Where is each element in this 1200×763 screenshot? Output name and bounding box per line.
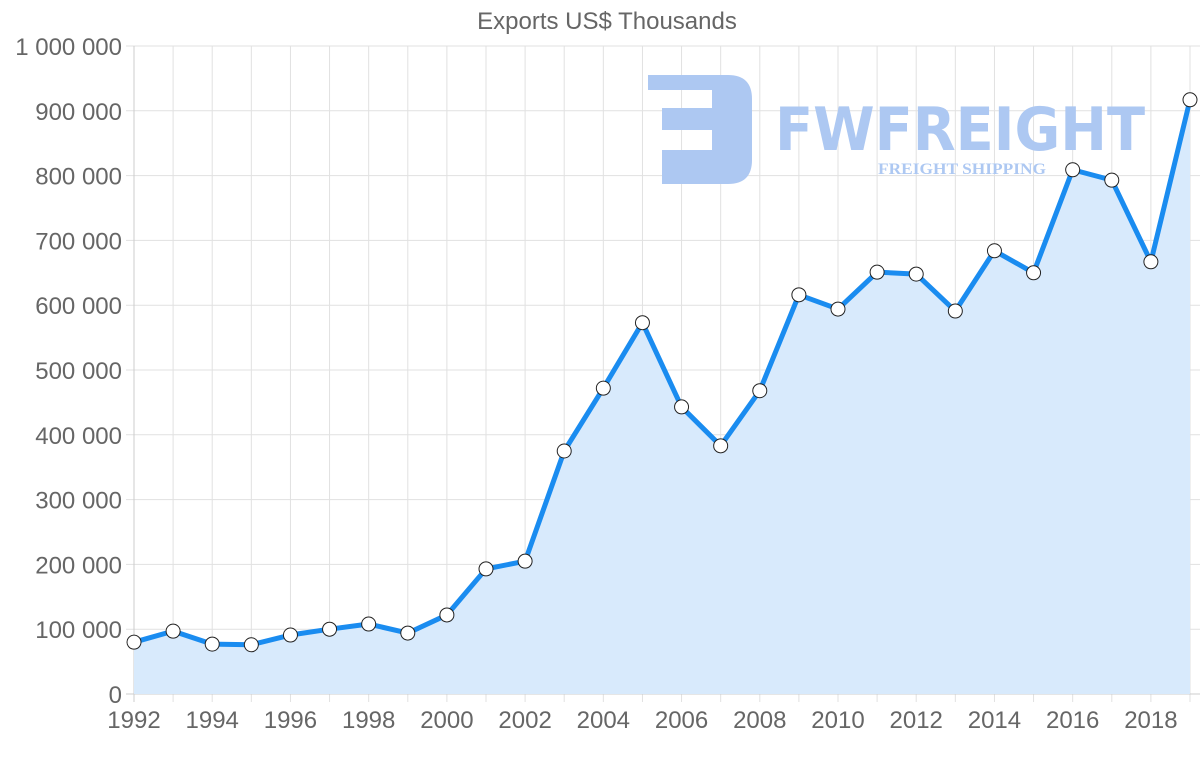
data-point-marker — [517, 553, 533, 569]
x-tick-label: 2002 — [498, 707, 551, 734]
y-tick-label: 1 000 000 — [15, 34, 122, 61]
data-point-marker — [400, 625, 416, 641]
y-tick-label: 400 000 — [35, 423, 122, 450]
series-line — [133, 99, 1193, 648]
x-tick-label: 1996 — [264, 707, 317, 734]
data-point-marker — [791, 287, 807, 303]
data-point-marker — [634, 315, 650, 331]
x-tick-label: 2016 — [1046, 707, 1099, 734]
x-tick-label: 2008 — [733, 707, 786, 734]
x-tick-label: 2000 — [420, 707, 473, 734]
x-tick-label: 2012 — [890, 707, 943, 734]
watermark-logo: FWFREIGHT FREIGHT SHIPPING — [648, 75, 1145, 184]
data-point-marker — [869, 264, 885, 280]
x-axis: 1992 1994 1996 1998 2000 2002 2004 2006 2008 2010… — [107, 707, 1177, 734]
x-tick-label: 2018 — [1124, 707, 1177, 734]
data-point-marker — [1104, 172, 1120, 188]
data-point-marker — [478, 561, 494, 577]
data-points — [126, 92, 1198, 653]
y-tick-label: 900 000 — [35, 99, 122, 126]
data-point-marker — [1182, 92, 1198, 108]
data-point-marker — [830, 301, 846, 317]
data-point-marker — [556, 443, 572, 459]
data-point-marker — [126, 634, 142, 650]
y-axis: 0 100 000 200 000 300 000 400 000 500 000 600 … — [15, 34, 122, 709]
data-point-marker — [1026, 265, 1042, 281]
data-point-marker — [595, 380, 611, 396]
data-point-marker — [361, 616, 377, 632]
data-point-marker — [243, 637, 259, 653]
y-tick-label: 100 000 — [35, 617, 122, 644]
y-tick-label: 500 000 — [35, 358, 122, 385]
y-tick-label: 800 000 — [35, 164, 122, 191]
x-tick-label: 1994 — [186, 707, 239, 734]
x-tick-label: 2010 — [811, 707, 864, 734]
data-point-marker — [204, 636, 220, 652]
data-point-marker — [165, 623, 181, 639]
x-tick-label: 2004 — [577, 707, 630, 734]
data-point-marker — [322, 621, 338, 637]
data-point-marker — [986, 243, 1002, 259]
x-tick-label: 1992 — [107, 707, 160, 734]
x-tick-label: 2006 — [655, 707, 708, 734]
data-point-marker — [752, 383, 768, 399]
y-tick-label: 300 000 — [35, 488, 122, 515]
data-point-marker — [908, 266, 924, 282]
data-point-marker — [674, 399, 690, 415]
data-point-marker — [1065, 162, 1081, 178]
watermark-brand: FWFREIGHT — [775, 95, 1145, 165]
data-point-marker — [947, 303, 963, 319]
series-area-fill — [134, 99, 1190, 694]
chart-title: Exports US$ Thousands — [477, 8, 737, 35]
watermark-tagline: FREIGHT SHIPPING — [878, 161, 1047, 178]
x-tick-label: 1998 — [342, 707, 395, 734]
fw-logo-icon — [648, 75, 752, 184]
data-point-marker — [439, 607, 455, 623]
data-point-marker — [713, 438, 729, 454]
y-tick-label: 200 000 — [35, 552, 122, 579]
data-point-marker — [1143, 254, 1159, 270]
y-tick-label: 700 000 — [35, 228, 122, 255]
x-tick-label: 2014 — [968, 707, 1021, 734]
data-point-marker — [282, 627, 298, 643]
y-tick-label: 0 — [109, 682, 122, 709]
y-tick-label: 600 000 — [35, 293, 122, 320]
